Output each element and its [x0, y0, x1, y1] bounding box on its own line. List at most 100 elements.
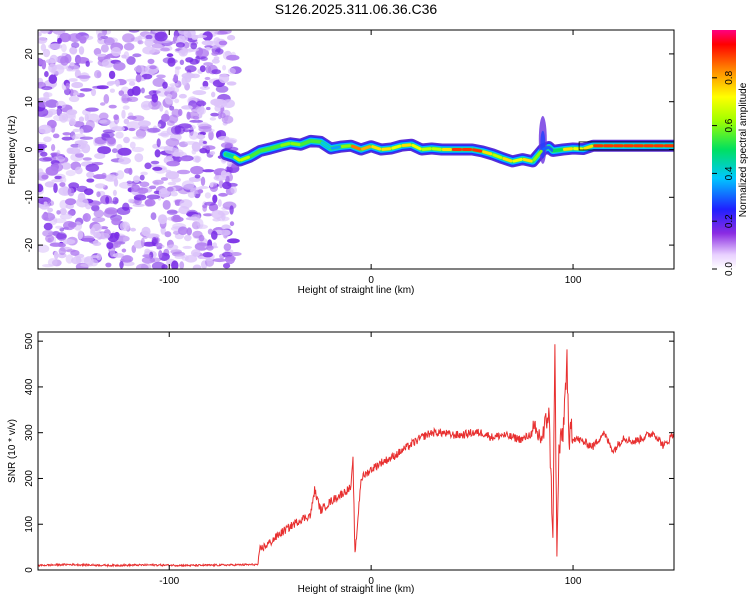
noise-blob: [104, 207, 118, 215]
noise-blob: [169, 83, 179, 87]
noise-blob: [73, 121, 85, 128]
noise-blob: [176, 169, 191, 175]
noise-blob: [173, 86, 180, 93]
colorbar-gradient: [712, 30, 736, 269]
noise-blob: [212, 217, 221, 222]
noise-blob: [45, 59, 56, 64]
noise-blob: [94, 70, 102, 79]
noise-blob: [192, 252, 200, 257]
snr-frame: [37, 331, 675, 571]
colorbar-tick-label: 0.0: [724, 262, 735, 276]
noise-blob: [201, 40, 214, 46]
noise-blob: [188, 131, 199, 140]
ridge-amplitude-segment: [361, 145, 372, 151]
noise-blob: [150, 212, 157, 221]
noise-blob: [178, 93, 187, 99]
noise-blob: [62, 132, 71, 136]
noise-blob: [38, 57, 43, 66]
noise-blob: [131, 86, 141, 96]
ridge-amplitude-segment: [391, 144, 402, 150]
noise-blob: [218, 73, 230, 84]
noise-blob: [144, 199, 153, 207]
noise-blob: [165, 171, 180, 180]
noise-blob: [220, 142, 234, 149]
noise-blob: [202, 31, 213, 41]
noise-blob: [199, 86, 210, 90]
noise-blob: [111, 46, 122, 57]
noise-blob: [192, 90, 207, 96]
noise-blob: [149, 65, 157, 70]
noise-blob: [112, 189, 117, 196]
frequency-ridge: [219, 115, 674, 168]
noise-blob: [170, 191, 178, 197]
noise-blob: [159, 104, 164, 112]
noise-blob: [116, 170, 125, 180]
noise-blob: [135, 263, 149, 269]
noise-blob: [92, 85, 105, 89]
noise-blob: [151, 43, 164, 53]
noise-blob: [202, 252, 213, 258]
noise-blob: [166, 209, 178, 215]
noise-blob: [196, 100, 207, 107]
noise-blob: [65, 82, 70, 90]
noise-blob: [52, 30, 66, 35]
ridge-amplitude-segment: [233, 155, 241, 162]
noise-blob: [109, 88, 115, 93]
noise-blob: [226, 171, 231, 176]
noise-blob: [126, 121, 141, 130]
noise-blob: [152, 166, 163, 171]
noise-blob: [54, 175, 63, 180]
noise-blob: [93, 174, 107, 180]
noise-blob: [172, 214, 181, 220]
noise-blob: [80, 263, 94, 268]
noise-blob: [131, 146, 145, 153]
noise-blob: [121, 255, 134, 263]
noise-blob: [65, 198, 77, 206]
noise-blob: [132, 53, 142, 58]
noise-blob: [77, 75, 91, 79]
ridge-amplitude-segment: [260, 147, 271, 153]
noise-blob: [186, 227, 192, 236]
noise-blob: [184, 73, 192, 83]
noise-blob: [142, 254, 152, 258]
ridge-amplitude-segment: [340, 144, 351, 148]
noise-blob: [190, 165, 204, 175]
noise-blob: [103, 37, 115, 46]
noise-blob: [226, 54, 240, 61]
noise-blob: [224, 255, 237, 262]
noise-blob: [122, 33, 135, 43]
ridge-amplitude-segment: [421, 147, 432, 151]
ridge-amplitude-segment: [583, 144, 594, 150]
noise-blob: [147, 127, 161, 133]
noise-blob: [42, 48, 51, 58]
y-tick-label: 20: [24, 48, 35, 60]
noise-blob: [121, 248, 127, 253]
ridge-amplitude-segment: [502, 157, 513, 163]
noise-blob: [181, 180, 195, 190]
noise-blob: [208, 130, 214, 141]
noise-blob: [76, 197, 89, 208]
ridge-amplitude-segment: [547, 146, 554, 152]
noise-blob: [198, 125, 212, 133]
ridge-amplitude-segment: [300, 140, 311, 146]
noise-blob: [205, 65, 212, 74]
noise-blob: [119, 221, 130, 231]
noise-blob: [47, 258, 58, 267]
noise-blob: [38, 124, 52, 134]
noise-blob: [196, 122, 209, 127]
noise-blob: [220, 170, 228, 178]
noise-blob: [108, 70, 116, 80]
noise-blob: [195, 156, 200, 163]
noise-blob: [162, 81, 168, 89]
noise-blob: [108, 104, 117, 109]
noise-blob: [78, 46, 85, 55]
ridge-amplitude-segment: [542, 146, 550, 151]
noise-blob: [79, 128, 84, 134]
noise-blob: [61, 162, 71, 170]
noise-blob: [62, 185, 68, 195]
noise-blob: [86, 178, 95, 183]
noise-blob: [121, 109, 126, 119]
noise-blob: [47, 207, 54, 213]
noise-blob: [209, 182, 214, 188]
noise-blob: [141, 73, 153, 80]
